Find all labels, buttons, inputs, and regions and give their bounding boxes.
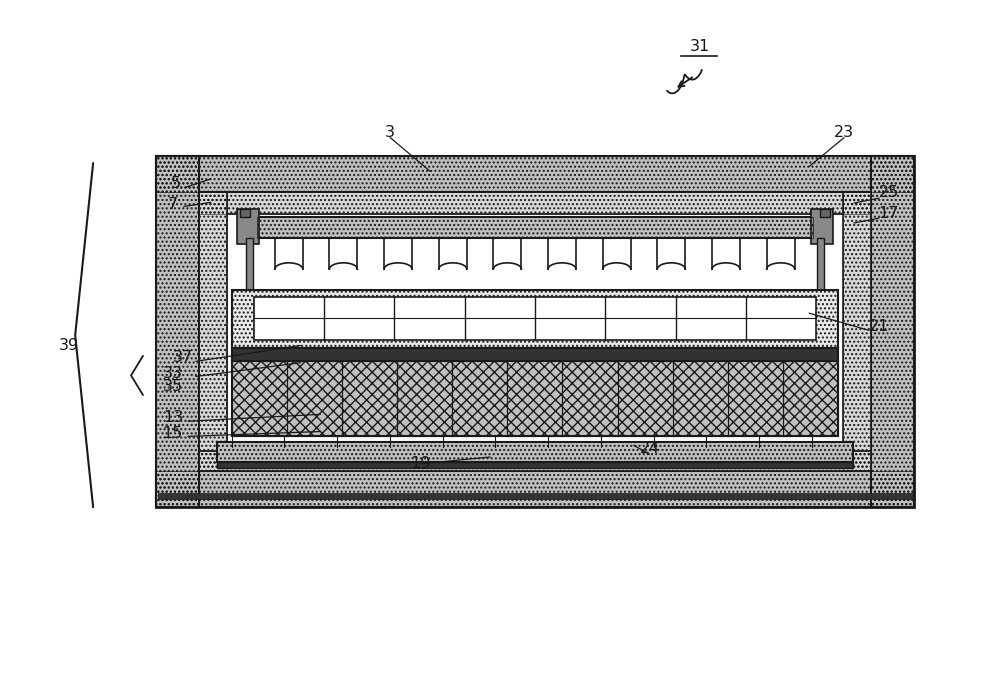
- Bar: [199, 192, 227, 471]
- Bar: [199, 192, 227, 471]
- Text: 7: 7: [168, 197, 178, 212]
- Bar: [237, 209, 259, 244]
- Text: 3: 3: [385, 124, 395, 140]
- Bar: [156, 471, 914, 507]
- Text: 17: 17: [879, 206, 899, 221]
- Bar: [156, 156, 914, 192]
- Bar: [257, 218, 813, 238]
- Bar: [246, 238, 253, 366]
- Text: 24: 24: [639, 442, 660, 456]
- Bar: [232, 290, 838, 348]
- Text: 5: 5: [171, 176, 181, 191]
- Bar: [820, 209, 830, 218]
- Bar: [217, 442, 853, 462]
- Bar: [217, 442, 853, 462]
- Bar: [156, 156, 199, 507]
- Text: 35: 35: [163, 379, 183, 395]
- Bar: [254, 296, 816, 340]
- Text: 39: 39: [59, 338, 79, 353]
- Bar: [158, 493, 912, 499]
- Bar: [199, 192, 871, 214]
- Bar: [217, 462, 853, 468]
- Bar: [232, 290, 838, 348]
- Bar: [156, 471, 914, 507]
- Bar: [156, 156, 199, 507]
- Text: 19: 19: [410, 456, 430, 471]
- Text: 21: 21: [869, 319, 889, 334]
- Bar: [199, 451, 871, 471]
- Bar: [199, 451, 871, 471]
- Bar: [871, 156, 914, 507]
- Bar: [232, 361, 838, 436]
- Text: 13: 13: [163, 410, 183, 425]
- Text: 31: 31: [689, 39, 710, 54]
- Bar: [232, 348, 838, 361]
- Bar: [257, 218, 813, 238]
- Bar: [811, 209, 833, 244]
- Bar: [843, 192, 871, 471]
- Bar: [871, 156, 914, 507]
- Bar: [843, 192, 871, 471]
- Bar: [227, 214, 843, 451]
- Bar: [232, 361, 838, 436]
- Bar: [817, 238, 824, 366]
- Bar: [240, 209, 250, 218]
- Bar: [156, 156, 914, 507]
- Text: 33: 33: [163, 366, 183, 381]
- Text: 25: 25: [879, 185, 899, 200]
- Bar: [199, 192, 871, 214]
- Text: 15: 15: [163, 426, 183, 441]
- Bar: [156, 156, 914, 192]
- Text: 37: 37: [173, 350, 193, 366]
- Text: 23: 23: [834, 124, 854, 140]
